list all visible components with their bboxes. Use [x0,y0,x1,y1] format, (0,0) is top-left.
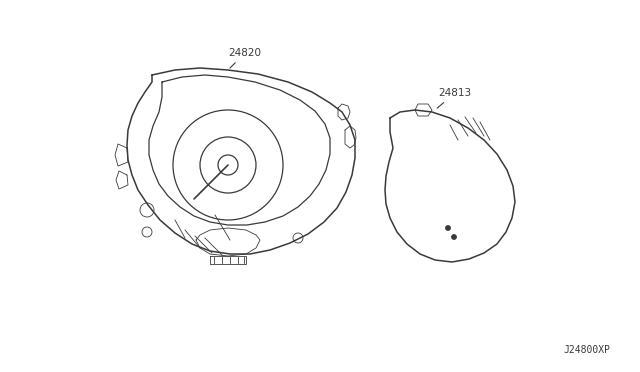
Circle shape [452,235,456,239]
Text: 24820: 24820 [228,48,262,68]
Text: 24813: 24813 [437,88,472,108]
Circle shape [446,226,450,230]
Text: J24800XP: J24800XP [563,345,610,355]
